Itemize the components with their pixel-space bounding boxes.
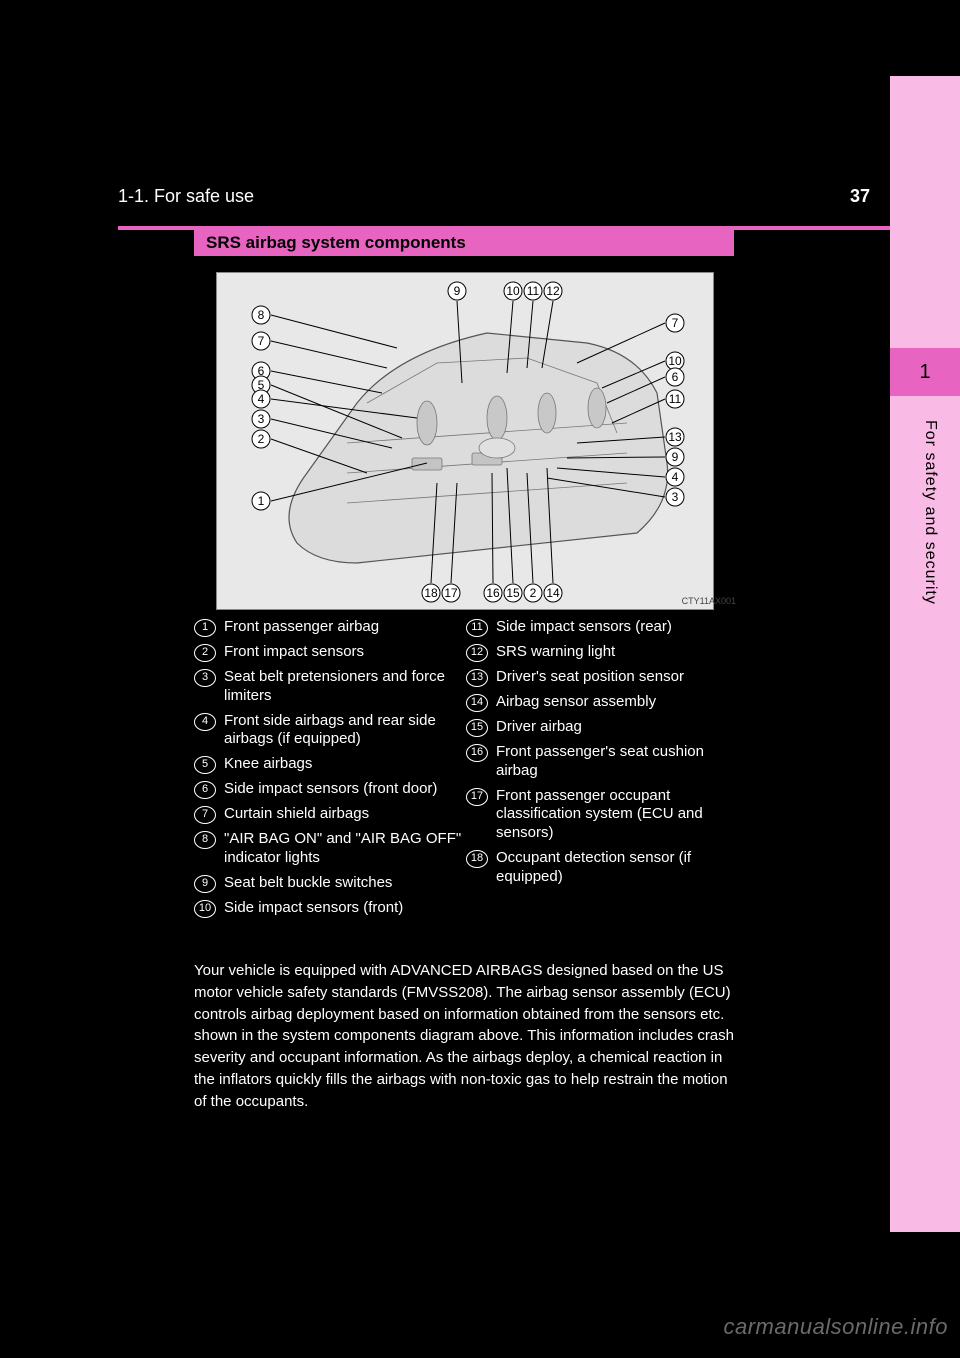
component-item: 12 SRS warning light [466,643,734,662]
component-item: 18 Occupant detection sensor (if equipped… [466,849,734,887]
component-list: 1 Front passenger airbag 2 Front impact sen… [194,618,734,924]
component-label: Knee airbags [224,755,462,774]
component-item: 13 Driver's seat position sensor [466,668,734,687]
component-item: 1 Front passenger airbag [194,618,462,637]
component-number-badge: 16 [466,744,488,762]
airbag-diagram: 8765432171061113943910111218171615214 [216,272,714,610]
component-label: Front passenger occupant classification … [496,787,734,843]
component-item: 10 Side impact sensors (front) [194,899,462,918]
svg-text:2: 2 [530,586,537,600]
component-item: 15 Driver airbag [466,718,734,737]
explanatory-paragraph: Your vehicle is equipped with ADVANCED A… [194,960,734,1112]
component-item: 14 Airbag sensor assembly [466,693,734,712]
component-label: Side impact sensors (front) [224,899,462,918]
component-item: 16 Front passenger's seat cushion airbag [466,743,734,781]
component-number-badge: 14 [466,694,488,712]
svg-text:3: 3 [672,490,679,504]
side-tab-chapter-number: 1 [890,348,960,396]
component-item: 3 Seat belt pretensioners and force limit… [194,668,462,706]
svg-text:1: 1 [258,494,265,508]
component-item: 4 Front side airbags and rear side airbag… [194,712,462,750]
component-label: Curtain shield airbags [224,805,462,824]
component-label: Side impact sensors (front door) [224,780,462,799]
component-number-badge: 4 [194,713,216,731]
svg-text:11: 11 [669,392,682,406]
component-number-badge: 7 [194,806,216,824]
svg-text:2: 2 [258,432,265,446]
svg-text:9: 9 [454,284,461,298]
svg-text:3: 3 [258,412,265,426]
component-label: Driver airbag [496,718,734,737]
component-label: Occupant detection sensor (if equipped) [496,849,734,887]
component-label: Driver's seat position sensor [496,668,734,687]
component-label: Front side airbags and rear side airbags… [224,712,462,750]
svg-text:4: 4 [672,470,679,484]
component-label: Airbag sensor assembly [496,693,734,712]
component-label: Seat belt buckle switches [224,874,462,893]
svg-text:18: 18 [424,586,438,600]
component-number-badge: 10 [194,900,216,918]
component-number-badge: 1 [194,619,216,637]
component-item: 6 Side impact sensors (front door) [194,780,462,799]
svg-text:6: 6 [672,370,679,384]
svg-text:11: 11 [527,284,540,298]
svg-text:7: 7 [672,316,679,330]
component-item: 11 Side impact sensors (rear) [466,618,734,637]
component-number-badge: 11 [466,619,488,637]
component-label: Front impact sensors [224,643,462,662]
section-title-bar: SRS airbag system components [194,230,734,256]
side-tab-background [890,76,960,1232]
component-item: 5 Knee airbags [194,755,462,774]
component-label: "AIR BAG ON" and "AIR BAG OFF" indicator… [224,830,462,868]
svg-text:14: 14 [546,586,560,600]
component-item: 8 "AIR BAG ON" and "AIR BAG OFF" indicato… [194,830,462,868]
component-number-badge: 17 [466,788,488,806]
component-item: 9 Seat belt buckle switches [194,874,462,893]
page-number: 37 [850,186,870,207]
svg-text:8: 8 [258,308,265,322]
component-label: Side impact sensors (rear) [496,618,734,637]
svg-text:12: 12 [546,284,560,298]
component-number-badge: 9 [194,875,216,893]
watermark-text: carmanualsonline.info [723,1314,948,1340]
svg-text:4: 4 [258,392,265,406]
svg-text:7: 7 [258,334,265,348]
component-label: Front passenger airbag [224,618,462,637]
component-list-left-column: 1 Front passenger airbag 2 Front impact sen… [194,618,462,924]
component-item: 2 Front impact sensors [194,643,462,662]
component-number-badge: 8 [194,831,216,849]
component-number-badge: 13 [466,669,488,687]
svg-text:9: 9 [672,450,679,464]
component-number-badge: 15 [466,719,488,737]
svg-text:10: 10 [668,354,682,368]
component-number-badge: 5 [194,756,216,774]
component-number-badge: 18 [466,850,488,868]
svg-text:16: 16 [486,586,500,600]
component-list-right-column: 11 Side impact sensors (rear) 12 SRS warnin… [466,618,734,924]
breadcrumb: 1-1. For safe use [118,186,254,207]
component-number-badge: 2 [194,644,216,662]
component-item: 17 Front passenger occupant classificatio… [466,787,734,843]
diagram-reference-code: CTY11AX001 [682,596,736,606]
car-cutaway-svg: 8765432171061113943910111218171615214 [217,273,713,609]
component-number-badge: 6 [194,781,216,799]
component-number-badge: 12 [466,644,488,662]
component-label: SRS warning light [496,643,734,662]
svg-text:10: 10 [506,284,520,298]
component-label: Seat belt pretensioners and force limite… [224,668,462,706]
component-number-badge: 3 [194,669,216,687]
svg-text:15: 15 [506,586,520,600]
component-label: Front passenger's seat cushion airbag [496,743,734,781]
side-tab-chapter-title: For safety and security [921,420,939,605]
component-item: 7 Curtain shield airbags [194,805,462,824]
svg-text:17: 17 [444,586,458,600]
svg-text:13: 13 [668,430,682,444]
